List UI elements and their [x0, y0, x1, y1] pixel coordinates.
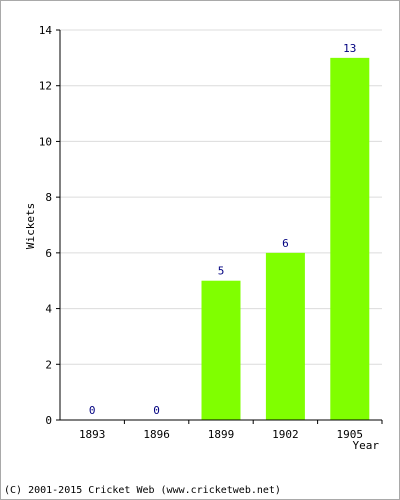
y-tick-label-0: 0 [45, 414, 52, 427]
x-tick-labels: 1893 1896 1899 1902 1905 [79, 428, 363, 441]
y-tick-labels: 0 2 4 6 8 10 12 14 [39, 24, 53, 427]
value-labels: 0 0 5 6 13 [89, 42, 357, 417]
bar-1902 [265, 252, 305, 420]
value-label-1893: 0 [89, 404, 96, 417]
x-tick-label-1899: 1899 [208, 428, 235, 441]
y-tick-label-4: 4 [45, 303, 52, 316]
x-tick-label-1902: 1902 [272, 428, 299, 441]
y-tick-label-12: 12 [39, 80, 52, 93]
gridlines [60, 29, 382, 365]
value-label-1899: 5 [218, 265, 225, 278]
axes [56, 29, 383, 424]
copyright-footer: (C) 2001-2015 Cricket Web (www.cricketwe… [4, 485, 281, 496]
y-tick-label-6: 6 [45, 247, 52, 260]
x-axis-label: Year [353, 439, 380, 452]
y-tick-label-10: 10 [39, 135, 52, 148]
value-label-1902: 6 [282, 237, 289, 250]
x-tick-label-1905: 1905 [337, 428, 364, 441]
x-tick-label-1893: 1893 [79, 428, 106, 441]
y-tick-label-8: 8 [45, 191, 52, 204]
y-tick-label-2: 2 [45, 358, 52, 371]
value-label-1896: 0 [153, 404, 160, 417]
value-label-1905: 13 [343, 42, 356, 55]
y-axis-label: Wickets [24, 203, 37, 249]
x-tick-label-1896: 1896 [143, 428, 170, 441]
bar-1905 [330, 57, 370, 420]
y-tick-label-14: 14 [39, 24, 53, 37]
bars [201, 57, 370, 420]
bar-1899 [201, 280, 241, 420]
